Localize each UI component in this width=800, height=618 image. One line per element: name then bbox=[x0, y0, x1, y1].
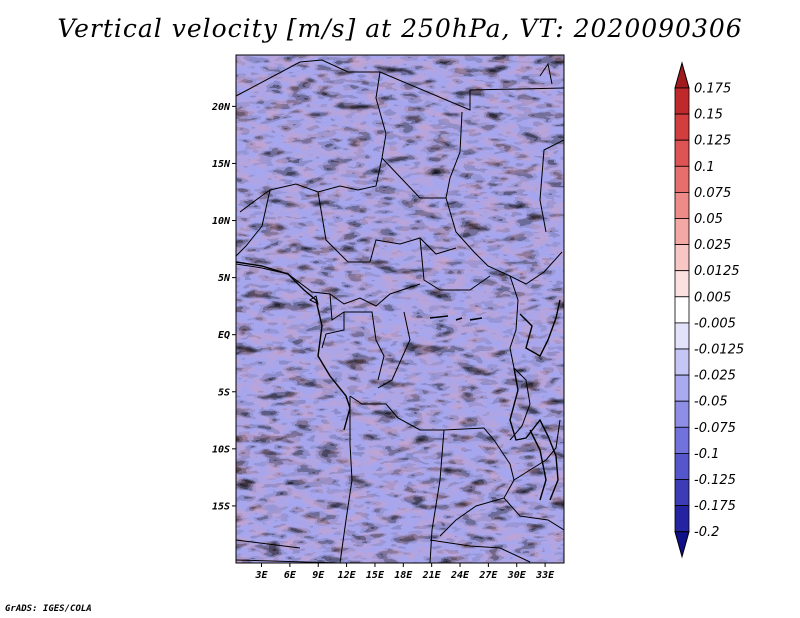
colorbar-bottom-arrow bbox=[674, 531, 690, 559]
colorbar-swatch bbox=[674, 113, 690, 141]
colorbar-label: 0.075 bbox=[694, 186, 731, 201]
colorbar-label: -0.125 bbox=[694, 473, 736, 488]
colorbar-label: -0.025 bbox=[694, 369, 736, 384]
lon-tick-label: 33E bbox=[535, 570, 555, 581]
colorbar-swatch bbox=[674, 426, 690, 454]
colorbar-swatch bbox=[674, 400, 690, 428]
colorbar-label: -0.175 bbox=[694, 499, 736, 514]
country-borders bbox=[236, 59, 564, 563]
colorbar-swatch bbox=[674, 270, 690, 298]
colorbar-label: 0.0125 bbox=[694, 264, 740, 279]
colorbar-label: 0.175 bbox=[694, 82, 731, 97]
map-field bbox=[236, 55, 564, 563]
colorbar-swatch bbox=[674, 322, 690, 350]
lon-tick-label: 30E bbox=[507, 570, 527, 581]
latitude-axis: 20N 15N 10N 5N EQ 5S 10S 15S bbox=[211, 102, 236, 512]
lat-tick-label: 10S bbox=[212, 444, 230, 455]
colorbar-label: 0.025 bbox=[694, 238, 731, 253]
colorbar-label: 0.1 bbox=[694, 160, 715, 175]
map-title: Vertical velocity [m/s] at 250hPa, VT: 2… bbox=[57, 14, 743, 43]
colorbar-label: -0.05 bbox=[694, 395, 728, 410]
map-frame bbox=[235, 54, 565, 564]
colorbar-swatch bbox=[674, 218, 690, 246]
lon-tick-label: 9E bbox=[312, 570, 325, 581]
colorbar-swatch bbox=[674, 505, 690, 533]
longitude-axis: 3E 6E 9E 12E 15E 18E 21E 24E 27E 30E 33E bbox=[254, 563, 555, 581]
colorbar-label: -0.2 bbox=[694, 525, 719, 540]
colorbar-swatch bbox=[674, 296, 690, 324]
lat-tick-label: 15N bbox=[212, 159, 231, 170]
lat-tick-label: 5S bbox=[218, 387, 230, 398]
colorbar-label: 0.05 bbox=[694, 212, 723, 227]
colorbar-swatch bbox=[674, 374, 690, 402]
colorbar-label: -0.075 bbox=[694, 421, 736, 436]
lon-tick-label: 3E bbox=[254, 570, 268, 581]
lat-tick-label: EQ bbox=[218, 330, 230, 341]
colorbar-swatch bbox=[674, 348, 690, 376]
lon-tick-label: 6E bbox=[284, 570, 297, 581]
colorbar-swatch bbox=[674, 139, 690, 167]
lon-tick-label: 15E bbox=[366, 570, 385, 581]
colorbar-label: 0.005 bbox=[694, 290, 731, 305]
colorbar-swatch bbox=[674, 87, 690, 115]
lat-tick-label: 15S bbox=[212, 501, 230, 512]
lat-tick-label: 5N bbox=[218, 273, 231, 284]
lon-tick-label: 21E bbox=[422, 570, 442, 581]
colorbar-label: 0.125 bbox=[694, 134, 731, 149]
colorbar-label: -0.005 bbox=[694, 316, 736, 331]
colorbar-label: 0.15 bbox=[694, 108, 723, 123]
colorbar-swatch bbox=[674, 479, 690, 507]
colorbar-label: -0.0125 bbox=[694, 343, 744, 358]
colorbar-label: -0.1 bbox=[694, 447, 719, 462]
coastlines bbox=[236, 261, 561, 501]
lon-tick-label: 24E bbox=[450, 570, 470, 581]
lon-tick-label: 12E bbox=[338, 570, 357, 581]
lon-tick-label: 27E bbox=[478, 570, 498, 581]
lon-tick-label: 18E bbox=[394, 570, 413, 581]
colorbar-swatch bbox=[674, 452, 690, 480]
grads-credit: GrADS: IGES/COLA bbox=[5, 604, 92, 614]
lat-tick-label: 10N bbox=[212, 216, 231, 227]
colorbar-swatch bbox=[674, 244, 690, 272]
colorbar: 0.175 0.15 0.125 0.1 0.075 0.05 0.025 0.0125 0.0… bbox=[674, 61, 744, 559]
lat-tick-label: 20N bbox=[211, 102, 231, 113]
field-strong-updraft bbox=[236, 55, 564, 563]
colorbar-swatch bbox=[674, 165, 690, 193]
colorbar-top-arrow bbox=[674, 61, 690, 89]
colorbar-swatch bbox=[674, 191, 690, 219]
